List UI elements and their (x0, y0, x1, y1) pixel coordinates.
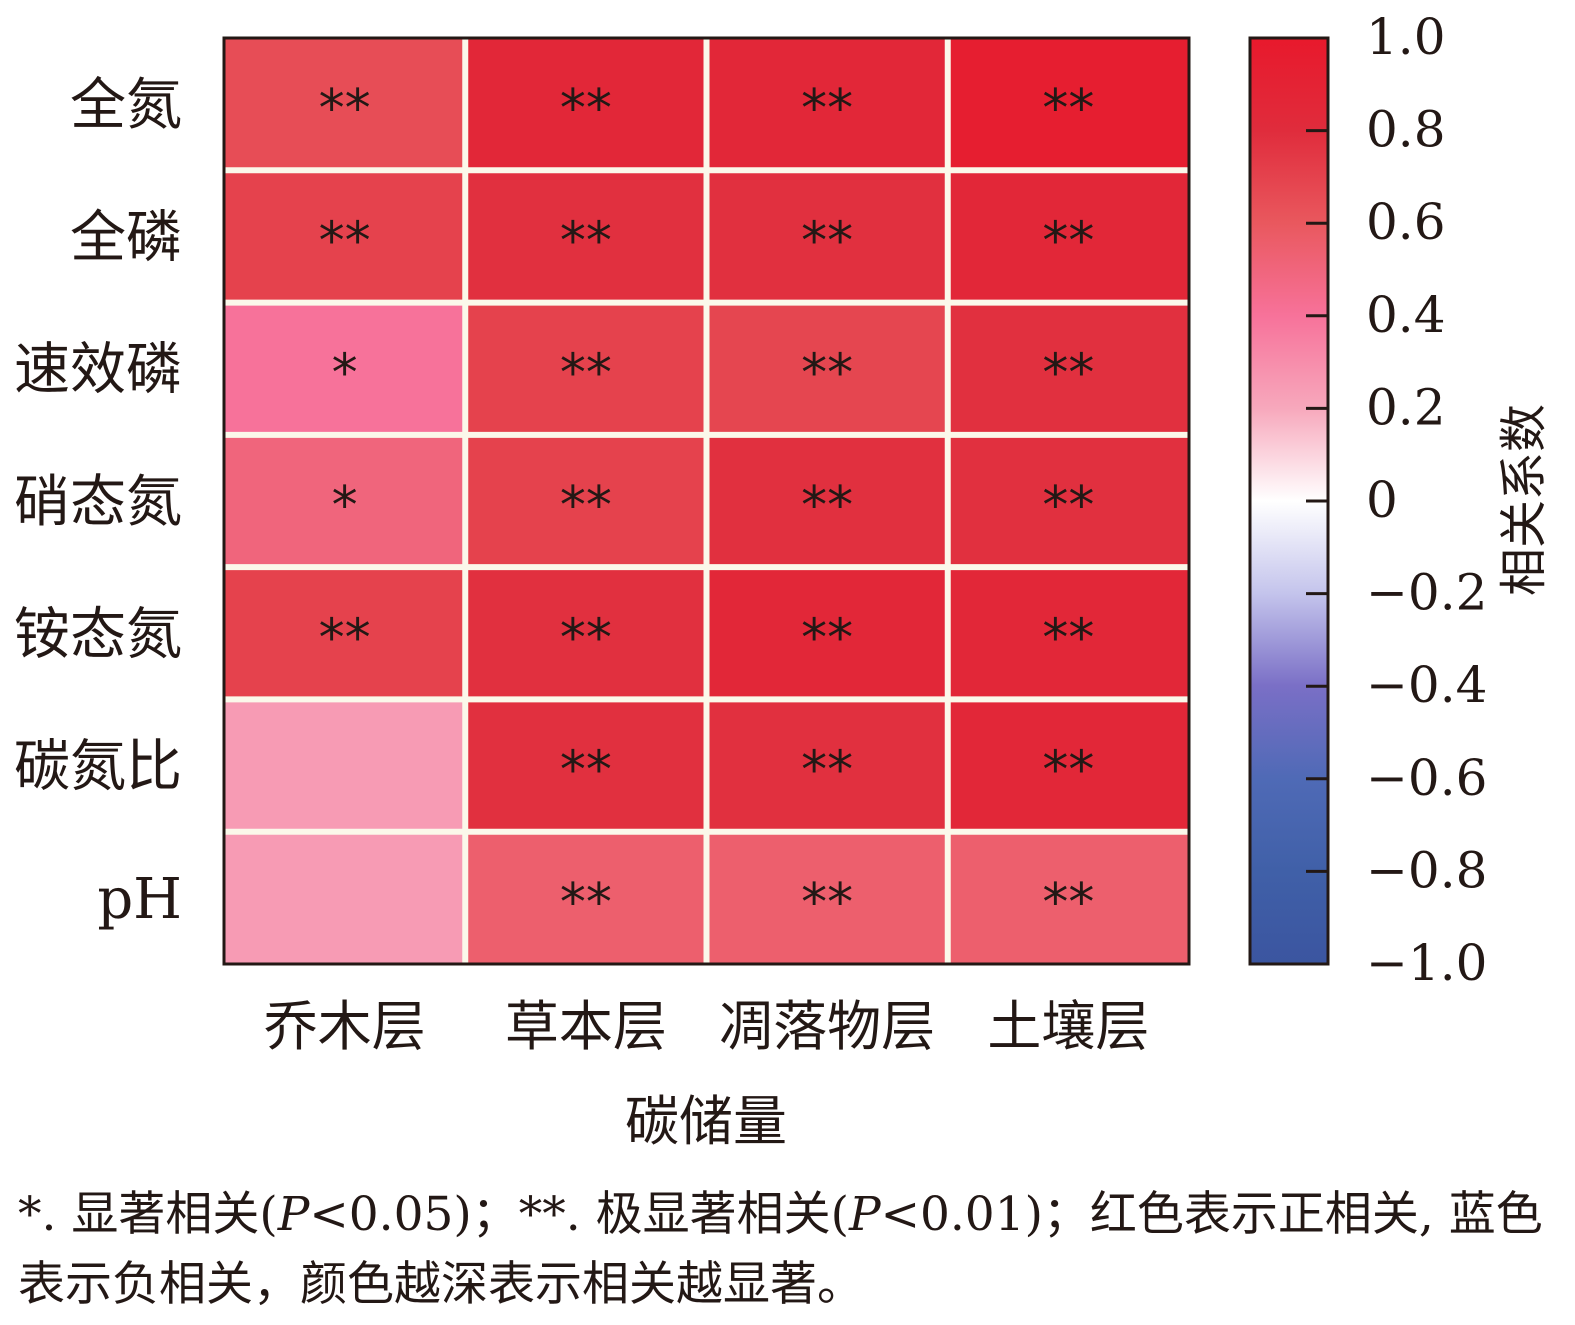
significance-mark: ** (1042, 476, 1094, 536)
colorbar-tick-label: −0.2 (1366, 564, 1487, 622)
heatmap-cell (224, 170, 466, 303)
row-label: 铵态氮 (14, 602, 182, 667)
row-label: 全磷 (70, 205, 182, 270)
colorbar-tick-label: −0.8 (1366, 841, 1487, 899)
colorbar-tick-label: 1.0 (1366, 8, 1446, 66)
heatmap-cells (224, 38, 1189, 964)
heatmap-cell (947, 434, 1189, 568)
footnote-p2: P (848, 1187, 881, 1242)
heatmap-cell (706, 170, 948, 303)
row-label: pH (97, 867, 182, 932)
heatmap-cell (465, 699, 707, 832)
colorbar-tick-label: −0.6 (1366, 749, 1487, 807)
significance-mark: ** (801, 741, 853, 801)
significance-mark: ** (560, 344, 612, 404)
heatmap-cell (224, 302, 466, 435)
row-label: 碳氮比 (14, 735, 182, 800)
heatmap-cell (706, 434, 948, 568)
footnote-part2: <0.05)；**. 极显著相关( (309, 1187, 849, 1242)
heatmap-cell (224, 38, 466, 171)
heatmap-cell (224, 434, 466, 568)
heatmap-cell (706, 831, 948, 964)
significance-mark: ** (1042, 344, 1094, 404)
heatmap-cell (947, 38, 1189, 171)
column-label: 土壤层 (987, 995, 1149, 1058)
colorbar-tick-label: 0.8 (1366, 101, 1446, 159)
row-label: 速效磷 (14, 338, 182, 403)
heatmap-cell (706, 699, 948, 832)
column-label: 乔木层 (264, 995, 426, 1058)
footnote: *. 显著相关(P<0.05)；**. 极显著相关(P<0.01)；红色表示正相… (18, 1180, 1563, 1320)
column-label: 草本层 (505, 995, 667, 1058)
footnote-part3: <0.01)；红色表示正相关, 蓝色表示负相关，颜色越深表示相关越显著。 (18, 1187, 1543, 1312)
heatmap-cell (947, 567, 1189, 700)
colorbar-tick-label: 0 (1366, 471, 1398, 529)
heatmap-cell (706, 302, 948, 435)
significance-mark: ** (1042, 79, 1094, 139)
significance-mark: ** (560, 873, 612, 933)
heatmap-cell (947, 699, 1189, 832)
column-labels: 乔木层 草本层 凋落物层 土壤层 (264, 995, 1150, 1058)
significance-mark: ** (560, 79, 612, 139)
significance-mark: ** (1042, 211, 1094, 271)
significance-mark: * (332, 344, 358, 404)
heatmap-cell (706, 567, 948, 700)
significance-mark: ** (801, 211, 853, 271)
footnote-p1: P (277, 1187, 310, 1242)
heatmap-cell (224, 831, 466, 964)
heatmap-cell (224, 567, 466, 700)
heatmap-cell (947, 831, 1189, 964)
significance-mark: ** (560, 476, 612, 536)
column-label: 凋落物层 (719, 995, 935, 1058)
colorbar-title: 相关系数 (1496, 404, 1552, 596)
heatmap-cell (224, 699, 466, 832)
significance-marks: ** ** ** **** ** ** *** ** ** *** ** ** **** ** ** ****… (319, 79, 1095, 933)
colorbar-tick-label: 0.6 (1366, 193, 1446, 251)
colorbar-tick-label: 0.4 (1366, 286, 1446, 344)
significance-mark: ** (319, 79, 371, 139)
heatmap-cell (465, 567, 707, 700)
heatmap-cell (465, 302, 707, 435)
heatmap-cell (465, 831, 707, 964)
row-label: 硝态氮 (14, 470, 182, 535)
colorbar-tick-labels: 1.0 0.8 0.6 0.4 0.2 0 −0.2 −0.4 −0.6 −0.8 −1.0 (1366, 8, 1487, 992)
significance-mark: ** (1042, 741, 1094, 801)
cell-grid-lines (224, 38, 1189, 964)
heatmap-chart: ** ** ** **** ** ** *** ** ** *** ** ** **** ** ** ****… (14, 8, 1552, 1153)
significance-mark: * (332, 476, 358, 536)
row-label: 全氮 (70, 73, 182, 138)
heatmap-cell (465, 170, 707, 303)
colorbar (1248, 36, 1330, 966)
heatmap-cell (465, 434, 707, 568)
footnote-part1: *. 显著相关( (18, 1187, 278, 1242)
significance-mark: ** (1042, 608, 1094, 668)
x-axis-title: 碳储量 (625, 1090, 787, 1153)
significance-mark: ** (560, 608, 612, 668)
colorbar-tick-label: 0.2 (1366, 378, 1446, 436)
heatmap-cell (947, 302, 1189, 435)
significance-mark: ** (319, 608, 371, 668)
significance-mark: ** (801, 79, 853, 139)
plot-frame (222, 36, 1191, 966)
significance-mark: ** (1042, 873, 1094, 933)
heatmap-cell (947, 170, 1189, 303)
significance-mark: ** (319, 211, 371, 271)
colorbar-ticks (1306, 36, 1328, 966)
significance-mark: ** (560, 211, 612, 271)
significance-mark: ** (560, 741, 612, 801)
significance-mark: ** (801, 476, 853, 536)
significance-mark: ** (801, 608, 853, 668)
heatmap-cell (706, 38, 948, 171)
heatmap-cell (465, 38, 707, 171)
colorbar-tick-label: −1.0 (1366, 934, 1487, 992)
significance-mark: ** (801, 873, 853, 933)
significance-mark: ** (801, 344, 853, 404)
colorbar-tick-label: −0.4 (1366, 656, 1487, 714)
